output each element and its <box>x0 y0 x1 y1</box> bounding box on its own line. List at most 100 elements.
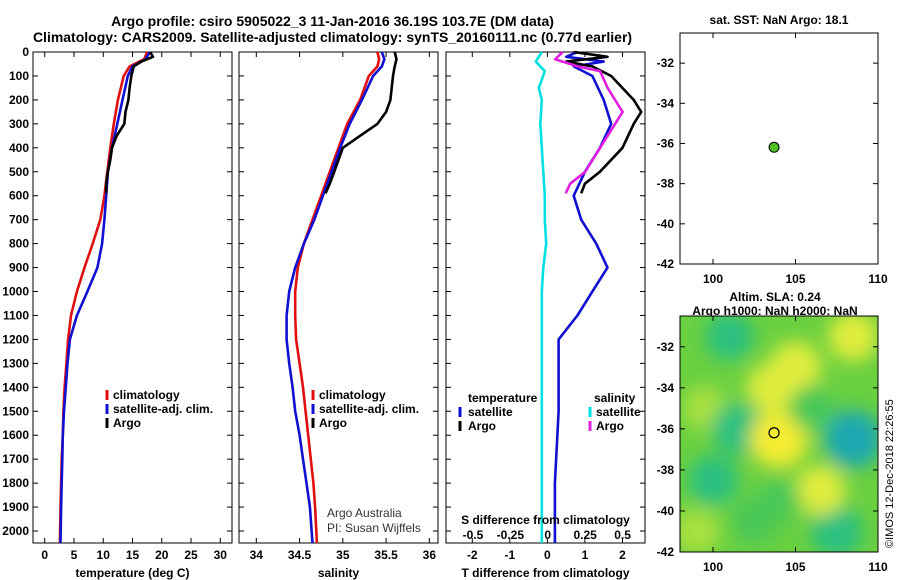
sst-x-tick-label: 100 <box>703 272 723 286</box>
credit-line-1: Argo Australia <box>327 506 402 520</box>
depth-tick-label: 1400 <box>2 380 29 394</box>
panel-frame-salinity <box>238 51 439 544</box>
top-axis-label: S difference from climatology <box>461 513 630 527</box>
top-tick-label: -0.25 <box>497 528 525 542</box>
x-tick-label-temperature: 0 <box>41 548 48 562</box>
sla-map-frame <box>679 315 879 553</box>
x-tick-label-temperature: 5 <box>71 548 78 562</box>
sst-float-marker <box>768 141 780 153</box>
panel-frame-difference <box>445 51 646 544</box>
x-tick-label-temperature: 30 <box>214 548 228 562</box>
x-tick-label-salinity: 35.5 <box>374 548 398 562</box>
series-line-salinity-1 <box>285 51 386 544</box>
sla-y-tick-label: -36 <box>657 422 675 436</box>
series-line-salinity-0 <box>293 51 381 544</box>
x-tick-label-temperature: 20 <box>155 548 169 562</box>
x-tick-label-salinity: 35 <box>336 548 350 562</box>
sla-cell <box>750 410 808 469</box>
sst-y-tick-label: -34 <box>657 96 675 110</box>
x-tick-label-salinity: 36 <box>423 548 437 562</box>
legend-title-temperature: temperature <box>468 391 538 405</box>
depth-tick-label: 800 <box>9 237 29 251</box>
sla-cell <box>757 478 801 523</box>
sla-cell <box>810 505 863 552</box>
sst-y-tick-label: -36 <box>657 136 675 150</box>
sla-x-tick-label: 110 <box>868 560 888 574</box>
depth-tick-label: 300 <box>9 117 29 131</box>
sla-y-tick-label: -34 <box>657 381 675 395</box>
sla-cell <box>795 465 846 516</box>
series-line-temperature-0 <box>58 51 149 544</box>
x-tick-label-difference: -1 <box>504 548 515 562</box>
sst-y-tick-label: -42 <box>657 257 675 271</box>
legend-label-salinity: satellite <box>596 405 641 419</box>
depth-tick-label: 1700 <box>2 452 29 466</box>
legend-label-salinity: satellite-adj. clim. <box>319 402 419 416</box>
sla-y-tick-label: -40 <box>657 504 675 518</box>
x-axis-label-temperature: temperature (deg C) <box>75 566 189 580</box>
top-tick-label: -0.5 <box>463 528 484 542</box>
credit-line-2: PI: Susan Wijffels <box>327 521 421 535</box>
legend-label-temperature: Argo <box>113 416 141 430</box>
depth-tick-label: 500 <box>9 165 29 179</box>
depth-tick-label: 900 <box>9 261 29 275</box>
series-line-difference-0 <box>553 50 613 543</box>
watermark: ©IMOS 12-Dec-2018 22:26:55 <box>884 399 896 548</box>
sla-cell <box>705 316 754 361</box>
sla-x-tick-label: 100 <box>703 560 723 574</box>
sla-float-marker <box>768 427 780 439</box>
x-tick-label-temperature: 25 <box>184 548 198 562</box>
depth-tick-label: 400 <box>9 141 29 155</box>
depth-tick-label: 1600 <box>2 428 29 442</box>
series-line-salinity-2 <box>324 51 398 194</box>
x-tick-label-salinity: 34.5 <box>288 548 312 562</box>
series-line-temperature-1 <box>59 51 152 544</box>
legend-label-salinity: climatology <box>319 388 386 402</box>
sst-y-tick-label: -38 <box>657 177 675 191</box>
depth-tick-label: 2000 <box>2 524 29 538</box>
sst-map-title: sat. SST: NaN Argo: 18.1 <box>710 13 849 27</box>
depth-tick-label: 1300 <box>2 356 29 370</box>
x-tick-label-temperature: 10 <box>97 548 111 562</box>
depth-tick-label: 0 <box>22 45 29 59</box>
sla-y-tick-label: -32 <box>657 340 675 354</box>
legend-title-salinity: salinity <box>594 391 636 405</box>
x-tick-label-difference: -2 <box>467 548 478 562</box>
legend-label-temperature: satellite <box>468 405 513 419</box>
x-tick-label-temperature: 15 <box>126 548 140 562</box>
depth-tick-label: 1900 <box>2 500 29 514</box>
sla-map-title-1: Altim. SLA: 0.24 <box>729 290 821 304</box>
legend-label-salinity: Argo <box>596 419 624 433</box>
sla-cell <box>824 410 878 469</box>
sla-y-tick-label: -38 <box>657 463 675 477</box>
depth-tick-label: 700 <box>9 213 29 227</box>
sst-y-tick-label: -32 <box>657 56 675 70</box>
depth-tick-label: 1500 <box>2 404 29 418</box>
sla-cell <box>789 385 835 432</box>
title-line-2: Climatology: CARS2009. Satellite-adjuste… <box>32 29 633 45</box>
series-line-difference-3 <box>553 51 624 194</box>
sst-x-tick-label: 110 <box>868 272 888 286</box>
title-line-1: Argo profile: csiro 5905022_3 11-Jan-201… <box>111 13 554 29</box>
depth-tick-label: 1000 <box>2 285 29 299</box>
series-line-difference-2 <box>534 51 548 543</box>
depth-tick-label: 1200 <box>2 332 29 346</box>
depth-tick-label: 1100 <box>3 308 29 322</box>
legend-label-temperature: climatology <box>113 388 180 402</box>
sla-x-tick-label: 105 <box>785 560 805 574</box>
legend-label-temperature: Argo <box>468 419 496 433</box>
x-tick-label-salinity: 34 <box>250 548 264 562</box>
top-tick-label: 0.5 <box>614 528 631 542</box>
sst-x-tick-label: 105 <box>785 272 805 286</box>
x-tick-label-difference: 1 <box>582 548 589 562</box>
x-tick-label-difference: 2 <box>619 548 626 562</box>
top-tick-label: 0.25 <box>573 528 597 542</box>
depth-tick-label: 600 <box>9 189 29 203</box>
sla-cell <box>828 316 878 362</box>
sst-y-tick-label: -40 <box>657 217 675 231</box>
sla-cell <box>746 363 795 412</box>
sla-y-tick-label: -42 <box>657 545 675 559</box>
legend-label-salinity: Argo <box>319 416 347 430</box>
x-axis-label-difference: T difference from climatology <box>461 566 629 580</box>
